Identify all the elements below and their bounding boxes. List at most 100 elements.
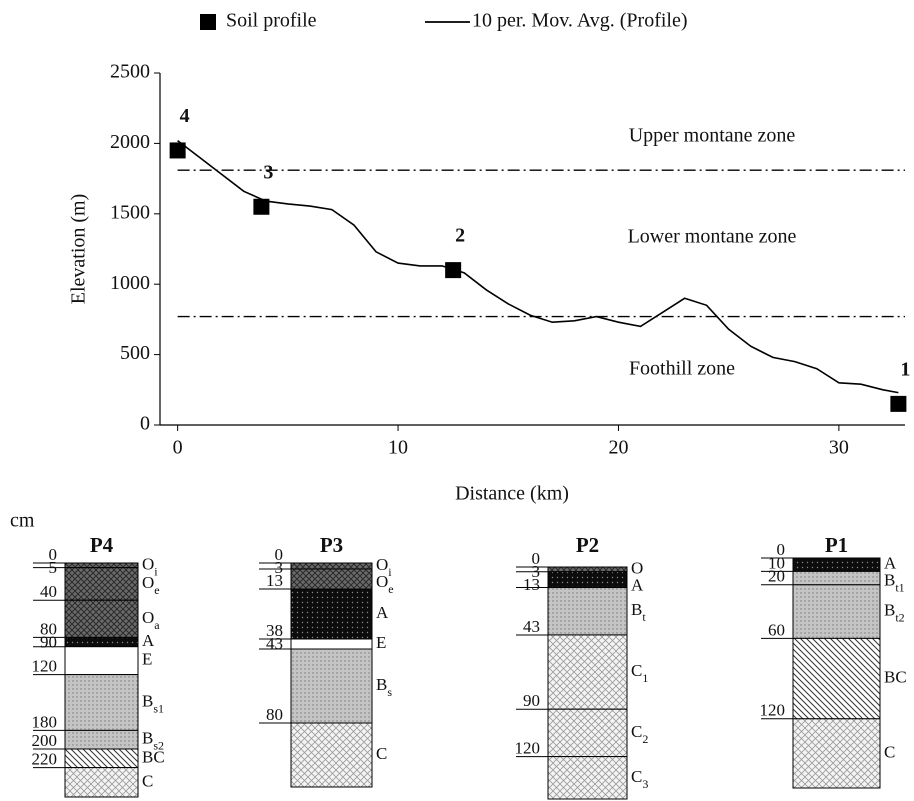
depth-label: 0 xyxy=(532,549,541,568)
horizon-name: O xyxy=(142,573,154,592)
horizon-subscript: i xyxy=(154,564,158,578)
profile-title: P4 xyxy=(90,533,114,557)
horizon-subscript: 3 xyxy=(642,777,648,791)
horizon-name: A xyxy=(376,603,389,622)
horizon-name: A xyxy=(631,575,644,594)
horizon-subscript: t2 xyxy=(895,610,904,624)
horizon-label: Bs2 xyxy=(142,729,164,753)
depth-label: 0 xyxy=(275,545,284,564)
horizon-label: C1 xyxy=(631,661,648,685)
depth-unit: cm xyxy=(10,510,35,532)
soil-profile-marker xyxy=(445,262,462,279)
horizon xyxy=(792,637,881,720)
depth-label: 120 xyxy=(515,739,541,758)
horizon-label: E xyxy=(376,633,386,652)
soil-profile-marker xyxy=(253,198,270,215)
horizon-name: B xyxy=(142,729,153,748)
point-label: 1 xyxy=(900,358,910,380)
horizon xyxy=(290,562,373,570)
horizon-subscript: e xyxy=(154,583,159,597)
horizon xyxy=(64,562,139,569)
point-label: 2 xyxy=(455,225,465,247)
x-tick-label: 0 xyxy=(173,437,183,459)
horizon xyxy=(64,674,139,731)
horizon-label: A xyxy=(884,554,897,573)
y-tick-label: 1500 xyxy=(110,201,150,223)
horizon-label: O xyxy=(631,558,643,577)
horizon-label: BC xyxy=(884,668,907,687)
horizon xyxy=(64,748,139,769)
horizon-label: C xyxy=(376,744,387,763)
y-tick-label: 1000 xyxy=(110,272,150,294)
horizon-name: O xyxy=(376,572,388,591)
zone-label: Lower montane zone xyxy=(628,226,797,248)
horizon-name: O xyxy=(142,554,154,573)
soil-profile-marker xyxy=(890,395,907,412)
horizon xyxy=(547,571,628,589)
horizon-name: C xyxy=(631,767,642,786)
depth-label: 13 xyxy=(266,571,283,590)
depth-label: 10 xyxy=(768,553,785,572)
horizon-subscript: a xyxy=(154,618,160,632)
moving-average-line xyxy=(177,139,899,394)
horizon xyxy=(64,599,139,638)
horizon-name: E xyxy=(376,633,386,652)
legend-swatch xyxy=(200,14,216,30)
horizon-name: C xyxy=(376,744,387,763)
y-tick-label: 500 xyxy=(120,342,150,364)
horizon-name: C xyxy=(142,771,153,790)
horizon-label: Bt2 xyxy=(884,601,905,625)
horizon-label: Oi xyxy=(142,554,158,578)
horizon-name: O xyxy=(142,608,154,627)
depth-label: 0 xyxy=(777,540,786,559)
depth-label: 90 xyxy=(40,632,57,651)
horizon-name: C xyxy=(631,661,642,680)
horizon-name: E xyxy=(142,650,152,669)
depth-label: 38 xyxy=(266,621,283,640)
horizon xyxy=(547,756,628,800)
horizon xyxy=(290,722,373,788)
horizon xyxy=(290,638,373,650)
depth-label: 43 xyxy=(523,617,540,636)
horizon xyxy=(792,557,881,572)
depth-label: 180 xyxy=(32,712,58,731)
depth-label: 60 xyxy=(768,620,785,639)
horizon-label: C xyxy=(884,742,895,761)
y-tick-label: 2000 xyxy=(110,131,150,153)
horizon xyxy=(64,636,139,648)
horizon xyxy=(547,587,628,636)
horizon-label: Oe xyxy=(142,573,160,597)
depth-label: 40 xyxy=(40,582,57,601)
horizon-label: Oa xyxy=(142,608,160,632)
horizon-label: Oi xyxy=(376,555,392,579)
legend-label: 10 per. Mov. Avg. (Profile) xyxy=(472,10,688,32)
horizon-label: C3 xyxy=(631,767,648,791)
horizon-label: C2 xyxy=(631,722,648,746)
horizon-name: B xyxy=(884,601,895,620)
horizon-name: B xyxy=(631,600,642,619)
horizon-subscript: 1 xyxy=(642,671,648,685)
horizon xyxy=(64,567,139,601)
horizon xyxy=(64,646,139,676)
profile-title: P3 xyxy=(320,533,343,557)
depth-label: 43 xyxy=(266,634,283,653)
horizon-name: A xyxy=(142,631,155,650)
depth-label: 5 xyxy=(49,558,58,577)
horizon-label: Oe xyxy=(376,572,394,596)
horizon-subscript: e xyxy=(388,582,393,596)
horizon-name: B xyxy=(142,691,153,710)
horizon xyxy=(547,708,628,758)
y-tick-label: 0 xyxy=(140,413,150,435)
horizon-name: O xyxy=(631,558,643,577)
horizon-label: C xyxy=(142,771,153,790)
depth-label: 13 xyxy=(523,575,540,594)
horizon-subscript: t xyxy=(642,610,646,624)
horizon-name: B xyxy=(376,675,387,694)
zone-label: Foothill zone xyxy=(629,358,735,380)
depth-label: 20 xyxy=(768,567,785,586)
y-axis-title: Elevation (m) xyxy=(68,194,90,305)
horizon-subscript: s2 xyxy=(153,738,164,752)
depth-label: 120 xyxy=(760,701,786,720)
horizon-label: E xyxy=(142,650,152,669)
